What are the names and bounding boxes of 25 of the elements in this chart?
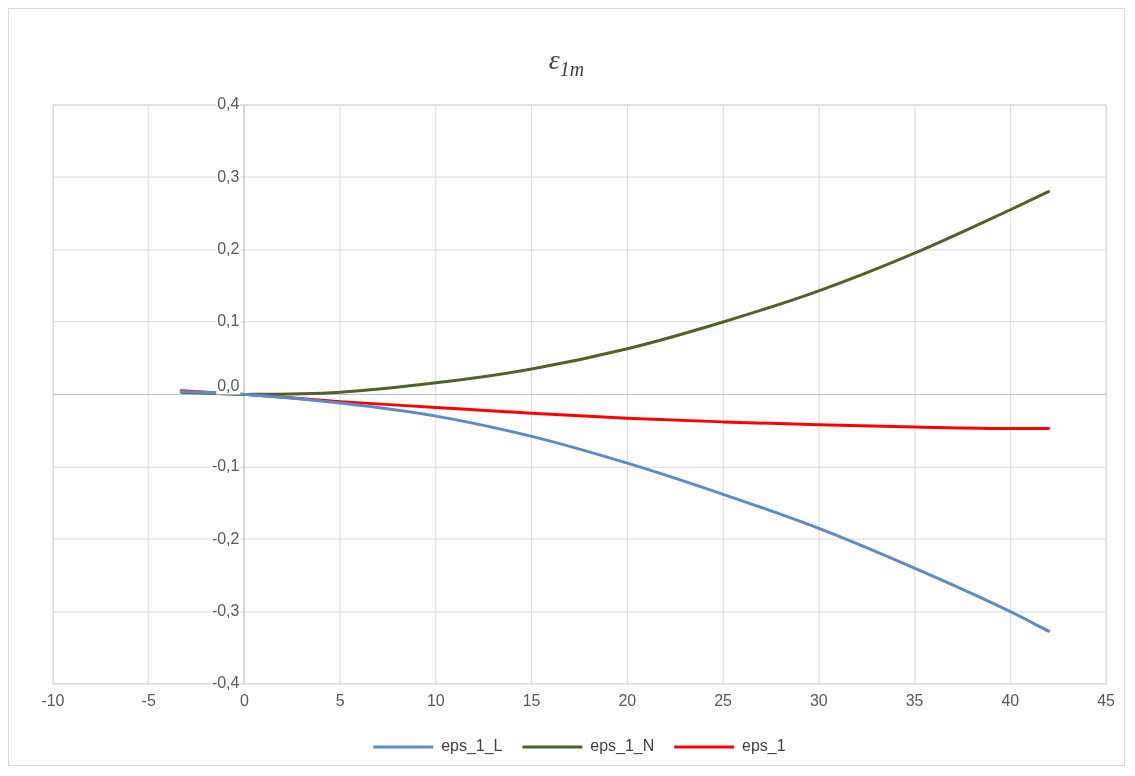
x-tick-label: 30 — [809, 691, 828, 709]
x-tick-label: -10 — [41, 691, 65, 709]
x-tick-label: 10 — [426, 691, 445, 709]
y-tick-label: 0,4 — [217, 95, 240, 113]
y-tick-label: 0,1 — [217, 312, 240, 330]
x-tick-label: 5 — [335, 691, 345, 709]
x-tick-label: -5 — [141, 691, 156, 709]
x-tick-label: 35 — [905, 691, 924, 709]
y-tick-label: -0,1 — [211, 457, 240, 475]
legend-label: eps_1_L — [441, 737, 503, 756]
x-tick-label: 0 — [239, 691, 249, 709]
line-series — [179, 190, 1051, 396]
legend-label: eps_1 — [742, 737, 786, 756]
x-tick-label: 25 — [714, 691, 733, 709]
y-tick-label: -0,2 — [211, 529, 240, 547]
y-tick-label: 0,0 — [217, 376, 240, 394]
y-tick-label: 0,3 — [217, 167, 240, 185]
legend-label: eps_1_N — [590, 737, 655, 756]
x-tick-label: 40 — [1001, 691, 1020, 709]
y-tick-label: -0,3 — [211, 602, 240, 619]
x-tick-label: 45 — [1097, 691, 1116, 709]
y-tick-label: -0,4 — [211, 674, 240, 692]
x-tick-label: 20 — [618, 691, 637, 709]
x-tick-label: 15 — [522, 691, 541, 709]
y-tick-label: 0,2 — [217, 239, 240, 257]
